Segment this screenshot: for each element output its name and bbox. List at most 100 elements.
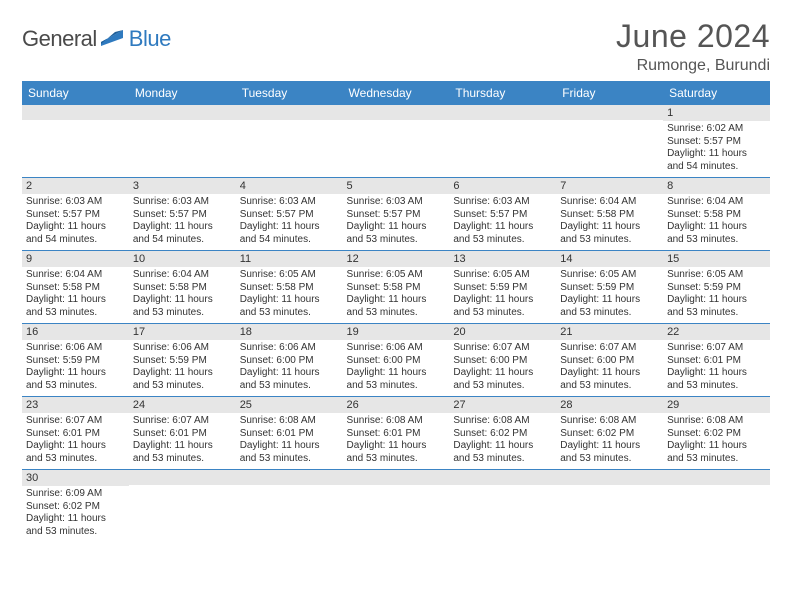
day-number: 15 [663,251,770,267]
day-content: Sunrise: 6:04 AMSunset: 5:58 PMDaylight:… [556,194,663,250]
day-content: Sunrise: 6:03 AMSunset: 5:57 PMDaylight:… [129,194,236,250]
day-number [22,105,129,120]
calendar-day: 2Sunrise: 6:03 AMSunset: 5:57 PMDaylight… [22,178,129,251]
day-number: 28 [556,397,663,413]
day-number: 8 [663,178,770,194]
calendar-body: 1Sunrise: 6:02 AMSunset: 5:57 PMDaylight… [22,105,770,542]
day-content: Sunrise: 6:09 AMSunset: 6:02 PMDaylight:… [22,486,129,542]
calendar-header: SundayMondayTuesdayWednesdayThursdayFrid… [22,81,770,105]
day-content: Sunrise: 6:04 AMSunset: 5:58 PMDaylight:… [129,267,236,323]
day-number: 11 [236,251,343,267]
day-number: 9 [22,251,129,267]
calendar-day-empty [129,105,236,178]
brand-logo: General Blue [22,26,171,52]
day-content: Sunrise: 6:03 AMSunset: 5:57 PMDaylight:… [236,194,343,250]
day-content: Sunrise: 6:04 AMSunset: 5:58 PMDaylight:… [663,194,770,250]
day-number: 3 [129,178,236,194]
calendar-day: 3Sunrise: 6:03 AMSunset: 5:57 PMDaylight… [129,178,236,251]
day-number: 27 [449,397,556,413]
day-number: 23 [22,397,129,413]
calendar-day-empty [343,470,450,543]
flag-icon [101,28,127,51]
day-number: 4 [236,178,343,194]
calendar-day: 24Sunrise: 6:07 AMSunset: 6:01 PMDayligh… [129,397,236,470]
calendar-day: 17Sunrise: 6:06 AMSunset: 5:59 PMDayligh… [129,324,236,397]
day-number: 10 [129,251,236,267]
day-number: 25 [236,397,343,413]
calendar-day: 22Sunrise: 6:07 AMSunset: 6:01 PMDayligh… [663,324,770,397]
calendar-day-empty [22,105,129,178]
calendar-day: 7Sunrise: 6:04 AMSunset: 5:58 PMDaylight… [556,178,663,251]
day-number: 22 [663,324,770,340]
page: General Blue June 2024 Rumonge, Burundi … [0,0,792,560]
calendar-day: 30Sunrise: 6:09 AMSunset: 6:02 PMDayligh… [22,470,129,543]
calendar-day: 5Sunrise: 6:03 AMSunset: 5:57 PMDaylight… [343,178,450,251]
calendar-day: 14Sunrise: 6:05 AMSunset: 5:59 PMDayligh… [556,251,663,324]
day-number: 18 [236,324,343,340]
day-number: 7 [556,178,663,194]
day-number: 30 [22,470,129,486]
day-content: Sunrise: 6:05 AMSunset: 5:59 PMDaylight:… [663,267,770,323]
day-content: Sunrise: 6:06 AMSunset: 6:00 PMDaylight:… [236,340,343,396]
day-number: 24 [129,397,236,413]
calendar-day: 25Sunrise: 6:08 AMSunset: 6:01 PMDayligh… [236,397,343,470]
column-header: Monday [129,81,236,105]
day-content: Sunrise: 6:05 AMSunset: 5:59 PMDaylight:… [449,267,556,323]
calendar-day-empty [449,470,556,543]
day-number [129,470,236,485]
calendar-day: 4Sunrise: 6:03 AMSunset: 5:57 PMDaylight… [236,178,343,251]
calendar-day: 28Sunrise: 6:08 AMSunset: 6:02 PMDayligh… [556,397,663,470]
day-content: Sunrise: 6:03 AMSunset: 5:57 PMDaylight:… [343,194,450,250]
calendar-day: 19Sunrise: 6:06 AMSunset: 6:00 PMDayligh… [343,324,450,397]
day-number [343,470,450,485]
day-number [556,470,663,485]
day-content: Sunrise: 6:08 AMSunset: 6:02 PMDaylight:… [663,413,770,469]
day-number: 5 [343,178,450,194]
day-number: 12 [343,251,450,267]
day-content: Sunrise: 6:07 AMSunset: 6:01 PMDaylight:… [22,413,129,469]
day-content: Sunrise: 6:06 AMSunset: 5:59 PMDaylight:… [22,340,129,396]
day-content: Sunrise: 6:05 AMSunset: 5:59 PMDaylight:… [556,267,663,323]
calendar-day: 6Sunrise: 6:03 AMSunset: 5:57 PMDaylight… [449,178,556,251]
day-number [449,470,556,485]
calendar-day: 16Sunrise: 6:06 AMSunset: 5:59 PMDayligh… [22,324,129,397]
calendar-day: 20Sunrise: 6:07 AMSunset: 6:00 PMDayligh… [449,324,556,397]
column-header: Wednesday [343,81,450,105]
month-title: June 2024 [616,18,770,55]
day-number: 21 [556,324,663,340]
calendar-day: 29Sunrise: 6:08 AMSunset: 6:02 PMDayligh… [663,397,770,470]
calendar-day: 1Sunrise: 6:02 AMSunset: 5:57 PMDaylight… [663,105,770,178]
calendar-day: 18Sunrise: 6:06 AMSunset: 6:00 PMDayligh… [236,324,343,397]
day-content: Sunrise: 6:03 AMSunset: 5:57 PMDaylight:… [22,194,129,250]
day-content: Sunrise: 6:06 AMSunset: 6:00 PMDaylight:… [343,340,450,396]
day-content: Sunrise: 6:07 AMSunset: 6:00 PMDaylight:… [449,340,556,396]
calendar-day-empty [343,105,450,178]
calendar-week: 23Sunrise: 6:07 AMSunset: 6:01 PMDayligh… [22,397,770,470]
day-content: Sunrise: 6:08 AMSunset: 6:01 PMDaylight:… [343,413,450,469]
calendar-day-empty [236,470,343,543]
day-content: Sunrise: 6:02 AMSunset: 5:57 PMDaylight:… [663,121,770,177]
calendar-week: 2Sunrise: 6:03 AMSunset: 5:57 PMDaylight… [22,178,770,251]
calendar-week: 30Sunrise: 6:09 AMSunset: 6:02 PMDayligh… [22,470,770,543]
day-content: Sunrise: 6:08 AMSunset: 6:01 PMDaylight:… [236,413,343,469]
day-number [129,105,236,120]
day-number [236,470,343,485]
calendar-week: 16Sunrise: 6:06 AMSunset: 5:59 PMDayligh… [22,324,770,397]
day-content: Sunrise: 6:07 AMSunset: 6:00 PMDaylight:… [556,340,663,396]
day-number: 14 [556,251,663,267]
day-number [236,105,343,120]
calendar-day: 21Sunrise: 6:07 AMSunset: 6:00 PMDayligh… [556,324,663,397]
calendar-day: 27Sunrise: 6:08 AMSunset: 6:02 PMDayligh… [449,397,556,470]
day-content: Sunrise: 6:08 AMSunset: 6:02 PMDaylight:… [556,413,663,469]
calendar-day: 9Sunrise: 6:04 AMSunset: 5:58 PMDaylight… [22,251,129,324]
day-number: 26 [343,397,450,413]
calendar-day-empty [449,105,556,178]
calendar-day: 8Sunrise: 6:04 AMSunset: 5:58 PMDaylight… [663,178,770,251]
calendar-day: 11Sunrise: 6:05 AMSunset: 5:58 PMDayligh… [236,251,343,324]
day-number: 6 [449,178,556,194]
calendar-day: 26Sunrise: 6:08 AMSunset: 6:01 PMDayligh… [343,397,450,470]
day-number [449,105,556,120]
day-number [556,105,663,120]
day-number [663,470,770,485]
calendar-day-empty [236,105,343,178]
